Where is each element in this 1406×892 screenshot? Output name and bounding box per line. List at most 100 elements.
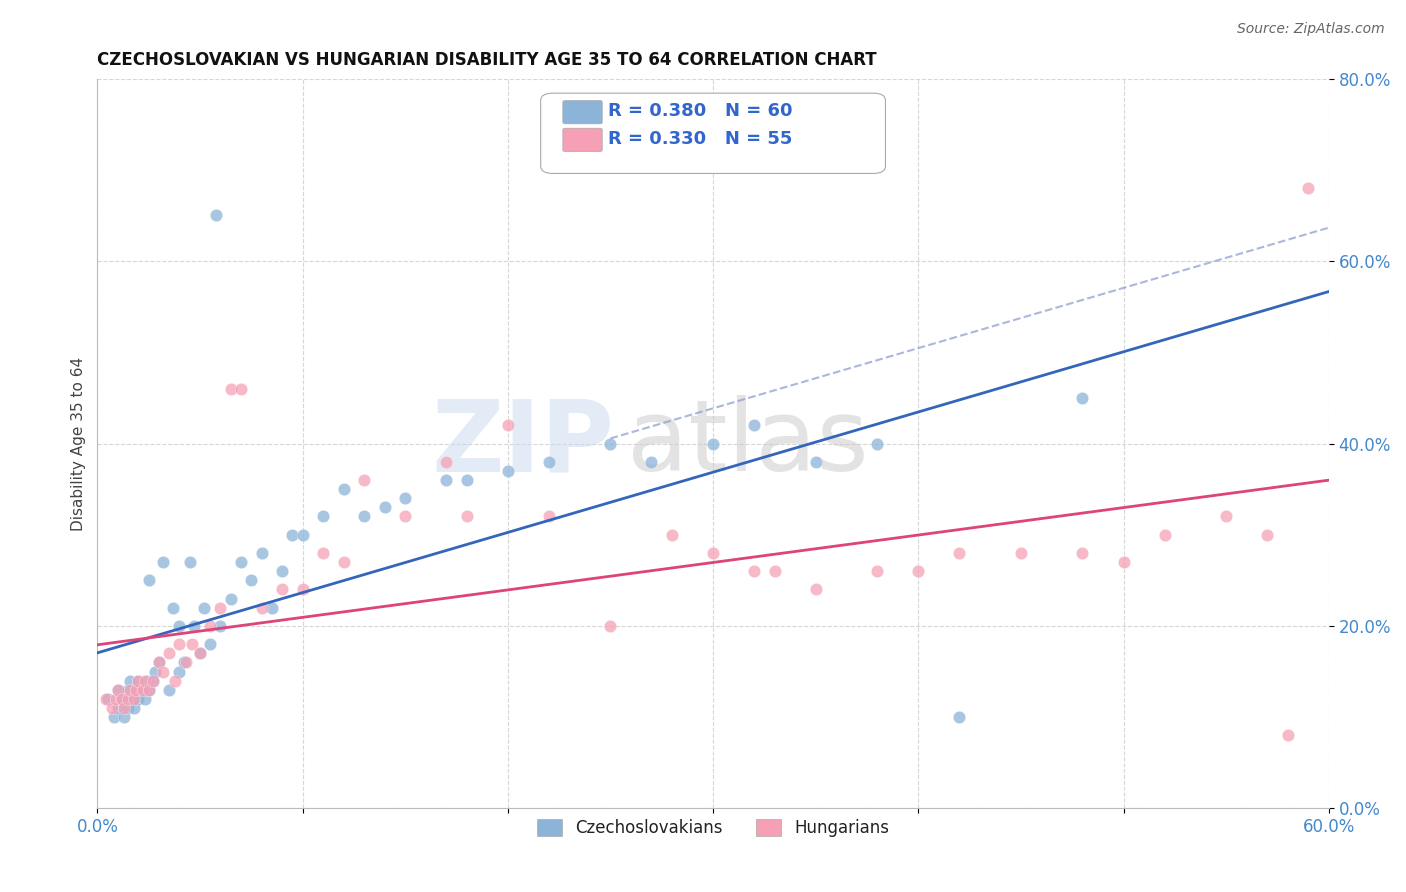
Point xyxy=(804,582,827,597)
Point xyxy=(1071,391,1094,405)
Point xyxy=(103,710,125,724)
Point xyxy=(148,656,170,670)
Point xyxy=(174,656,197,670)
Point xyxy=(183,619,205,633)
Point xyxy=(229,382,252,396)
Point xyxy=(219,382,242,396)
Point xyxy=(599,619,621,633)
Point xyxy=(763,564,786,578)
Point xyxy=(1010,546,1032,560)
Legend: Czechoslovakians, Hungarians: Czechoslovakians, Hungarians xyxy=(530,813,896,844)
Point xyxy=(353,509,375,524)
Point xyxy=(394,509,416,524)
Point xyxy=(107,701,129,715)
Point xyxy=(394,491,416,506)
Point xyxy=(291,527,314,541)
Point xyxy=(209,619,232,633)
Point xyxy=(179,555,201,569)
Point xyxy=(1296,181,1319,195)
Point xyxy=(271,564,294,578)
Point xyxy=(148,656,170,670)
Point xyxy=(142,673,165,688)
Point xyxy=(188,646,211,660)
Point xyxy=(121,692,143,706)
Point xyxy=(169,619,191,633)
Point xyxy=(127,692,149,706)
Point xyxy=(640,455,662,469)
Point xyxy=(1215,509,1237,524)
Point xyxy=(229,555,252,569)
Point xyxy=(134,692,156,706)
Point xyxy=(742,418,765,433)
Point xyxy=(907,564,929,578)
Point xyxy=(250,546,273,560)
Point xyxy=(1071,546,1094,560)
Point xyxy=(434,455,457,469)
Point xyxy=(948,546,970,560)
Point xyxy=(599,436,621,450)
Point xyxy=(117,682,139,697)
Point xyxy=(152,555,174,569)
Point xyxy=(142,673,165,688)
Point xyxy=(200,637,222,651)
Text: atlas: atlas xyxy=(627,395,869,492)
Point xyxy=(169,637,191,651)
Point xyxy=(661,527,683,541)
Point xyxy=(134,673,156,688)
Point xyxy=(291,582,314,597)
Point xyxy=(205,209,228,223)
Point xyxy=(742,564,765,578)
Point xyxy=(94,692,117,706)
Point xyxy=(702,546,724,560)
Point xyxy=(1153,527,1175,541)
Point xyxy=(169,665,191,679)
Point xyxy=(271,582,294,597)
FancyBboxPatch shape xyxy=(562,101,602,124)
Point xyxy=(332,482,354,496)
Point xyxy=(1277,729,1299,743)
Point xyxy=(219,591,242,606)
Point xyxy=(200,619,222,633)
Point xyxy=(143,665,166,679)
Point xyxy=(152,665,174,679)
Point xyxy=(496,464,519,478)
Point xyxy=(804,455,827,469)
Point xyxy=(131,682,153,697)
Point xyxy=(537,509,560,524)
Point xyxy=(112,701,135,715)
Point xyxy=(100,701,122,715)
Text: ZIP: ZIP xyxy=(432,395,614,492)
Point xyxy=(374,500,396,515)
Point xyxy=(107,682,129,697)
Point xyxy=(260,600,283,615)
Point xyxy=(138,574,160,588)
FancyBboxPatch shape xyxy=(541,93,886,173)
Point xyxy=(124,692,146,706)
Point xyxy=(250,600,273,615)
Point xyxy=(866,564,889,578)
Point xyxy=(157,682,180,697)
Point xyxy=(496,418,519,433)
FancyBboxPatch shape xyxy=(562,128,602,152)
Point xyxy=(125,682,148,697)
Text: R = 0.330   N = 55: R = 0.330 N = 55 xyxy=(609,130,793,148)
Point xyxy=(124,701,146,715)
Point xyxy=(138,682,160,697)
Point xyxy=(117,701,139,715)
Point xyxy=(312,509,335,524)
Point xyxy=(131,682,153,697)
Point xyxy=(948,710,970,724)
Point xyxy=(104,692,127,706)
Point xyxy=(165,673,187,688)
Y-axis label: Disability Age 35 to 64: Disability Age 35 to 64 xyxy=(72,357,86,531)
Point xyxy=(111,692,134,706)
Point xyxy=(702,436,724,450)
Point xyxy=(312,546,335,560)
Point xyxy=(434,473,457,487)
Point xyxy=(120,682,142,697)
Point xyxy=(135,673,157,688)
Text: Source: ZipAtlas.com: Source: ZipAtlas.com xyxy=(1237,22,1385,37)
Point xyxy=(173,656,195,670)
Point xyxy=(456,509,478,524)
Point xyxy=(188,646,211,660)
